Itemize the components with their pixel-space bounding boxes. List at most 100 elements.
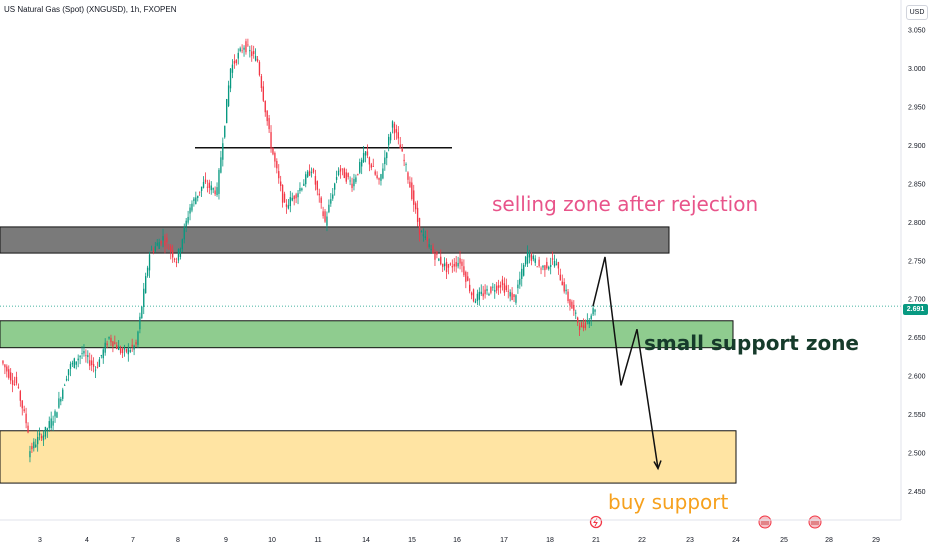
candle-body bbox=[413, 190, 415, 205]
zone-rect-3 bbox=[0, 430, 737, 484]
events-layer bbox=[589, 515, 822, 529]
candle-body bbox=[212, 188, 214, 190]
candle-body bbox=[25, 413, 27, 424]
candle-body bbox=[233, 61, 236, 64]
candle-body bbox=[291, 197, 293, 201]
candle-body bbox=[571, 301, 573, 309]
candle-body bbox=[305, 174, 307, 185]
candle-body bbox=[297, 193, 299, 198]
price-tick-label: 3.050 bbox=[908, 28, 926, 35]
time-tick-label: 29 bbox=[872, 537, 880, 544]
time-tick-label: 11 bbox=[314, 537, 321, 544]
candle-body bbox=[443, 263, 446, 267]
price-axis[interactable]: 3.050 3.000 2.950 2.900 2.850 2.800 2.750 2.700… bbox=[908, 28, 926, 497]
zone-rect-2 bbox=[0, 320, 734, 349]
price-tick-label: 2.850 bbox=[908, 181, 926, 188]
candle-body bbox=[121, 348, 124, 354]
candle-body bbox=[314, 176, 317, 185]
small-support-label: small support zone bbox=[644, 331, 859, 355]
candle-body bbox=[376, 175, 378, 179]
candle-body bbox=[353, 179, 355, 187]
candle-body bbox=[384, 157, 386, 165]
candle-body bbox=[530, 254, 533, 261]
candle-body bbox=[137, 331, 139, 345]
candle-body bbox=[521, 268, 523, 279]
price-tick-label: 2.650 bbox=[908, 335, 926, 342]
candle-body bbox=[370, 164, 372, 168]
candle-body bbox=[224, 125, 226, 138]
candle-body bbox=[330, 199, 332, 204]
candle-body bbox=[218, 169, 220, 194]
candle-body bbox=[37, 436, 39, 445]
candle-body bbox=[139, 316, 141, 330]
candle-body bbox=[405, 164, 407, 165]
candle-body bbox=[420, 230, 423, 233]
candle-body bbox=[528, 252, 531, 258]
candle-body bbox=[326, 216, 328, 226]
candle-body bbox=[524, 256, 527, 265]
candle-body bbox=[183, 227, 185, 240]
candle-body bbox=[553, 260, 556, 267]
candle-body bbox=[195, 197, 197, 204]
candle-body bbox=[35, 444, 37, 448]
candle-body bbox=[17, 386, 20, 388]
candle-body bbox=[577, 317, 579, 323]
candle-body bbox=[256, 58, 259, 62]
candle-body bbox=[123, 347, 126, 350]
candle-body bbox=[62, 389, 64, 399]
candle-body bbox=[386, 152, 388, 159]
zones-layer bbox=[0, 226, 737, 484]
candle-body bbox=[274, 152, 276, 162]
candle-body bbox=[127, 347, 129, 355]
candle-body bbox=[507, 290, 509, 292]
candle-body bbox=[382, 168, 384, 179]
candles-layer bbox=[2, 38, 596, 463]
candle-body bbox=[160, 240, 162, 244]
candle-body bbox=[347, 173, 349, 178]
candle-body bbox=[237, 52, 239, 59]
candle-body bbox=[578, 325, 581, 330]
candle-body bbox=[168, 248, 170, 250]
candle-body bbox=[546, 261, 548, 269]
candle-body bbox=[470, 292, 473, 296]
candle-body bbox=[10, 372, 12, 381]
currency-button[interactable]: USD bbox=[906, 5, 928, 20]
candle-body bbox=[64, 385, 66, 386]
price-tick-label: 2.950 bbox=[908, 104, 926, 111]
candle-body bbox=[100, 355, 102, 356]
candle-body bbox=[403, 159, 405, 162]
candle-body bbox=[307, 171, 309, 177]
candle-body bbox=[75, 361, 77, 365]
candle-body bbox=[465, 271, 467, 282]
candle-body bbox=[281, 184, 284, 203]
price-tick-label: 2.700 bbox=[908, 297, 926, 304]
candle-body bbox=[268, 118, 270, 130]
candle-body bbox=[503, 283, 506, 293]
candle-body bbox=[6, 366, 8, 372]
candle-body bbox=[299, 188, 301, 192]
candle-body bbox=[141, 306, 143, 318]
candle-body bbox=[517, 284, 519, 289]
candle-body bbox=[102, 349, 104, 359]
candle-body bbox=[239, 48, 241, 51]
candle-body bbox=[544, 265, 546, 271]
candle-body bbox=[143, 288, 145, 307]
candle-body bbox=[401, 149, 403, 152]
time-tick-label: 25 bbox=[780, 537, 788, 544]
candle-body bbox=[179, 248, 182, 257]
time-tick-label: 14 bbox=[362, 537, 370, 544]
candle-body bbox=[208, 182, 210, 188]
candle-body bbox=[551, 258, 554, 260]
time-axis[interactable]: 3 4 7 8 9 10 11 14 15 16 17 18 21 22 23 24 25 28 29 bbox=[38, 537, 880, 544]
candle-body bbox=[584, 322, 587, 328]
candle-body bbox=[497, 285, 500, 288]
candle-body bbox=[374, 171, 376, 175]
candle-body bbox=[241, 50, 243, 52]
candle-body bbox=[395, 129, 398, 133]
candle-body bbox=[509, 292, 511, 297]
candle-body bbox=[457, 262, 459, 267]
candle-body bbox=[580, 322, 583, 328]
candle-body bbox=[94, 369, 97, 371]
